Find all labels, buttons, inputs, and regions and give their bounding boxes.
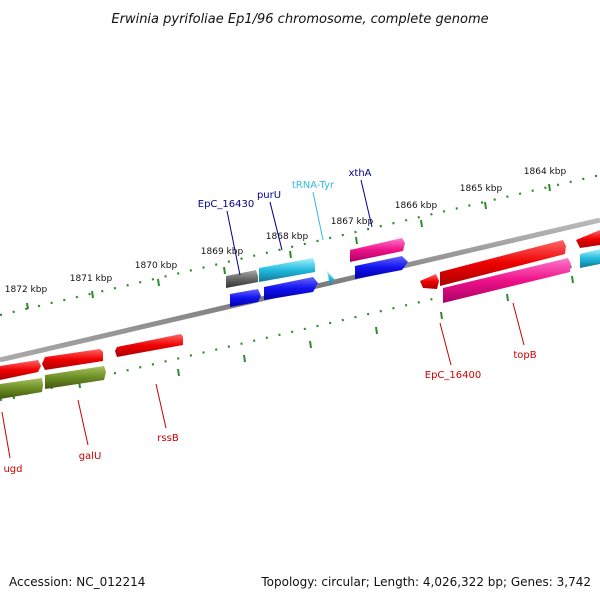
gene-bar[interactable] (230, 289, 261, 307)
tick-mark (91, 290, 94, 299)
leader-lines (1, 179, 525, 459)
gene-label-ugd: ugd (3, 464, 22, 475)
gene-bar[interactable] (0, 378, 43, 399)
gene-label-rssb: rssB (157, 433, 179, 444)
tick-label: 1867 kbp (331, 217, 374, 227)
tick-label: 1866 kbp (395, 201, 438, 211)
gene-features (0, 230, 600, 399)
gene-bar[interactable] (576, 230, 600, 248)
gene-bar[interactable] (0, 360, 41, 380)
gene-bar[interactable] (350, 238, 405, 262)
gene-label-epc16400: EpC_16400 (425, 370, 481, 381)
gene-label-epc16430: EpC_16430 (198, 199, 254, 210)
gene-bar[interactable] (327, 271, 334, 286)
tick-mark (177, 368, 180, 377)
tick-label: 1869 kbp (201, 247, 244, 257)
gene-label-xtha: xthA (348, 168, 371, 179)
tick-mark (243, 354, 246, 363)
tick-mark (484, 201, 487, 210)
tick-mark (571, 275, 574, 284)
leader-line (439, 322, 452, 366)
gene-label-galu: galU (79, 451, 102, 462)
tick-mark (548, 183, 551, 192)
tick-mark (506, 293, 509, 302)
tick-label: 1871 kbp (70, 274, 113, 284)
tick-mark (289, 250, 292, 259)
ruler-tick-labels: 1872 kbp 1871 kbp 1870 kbp 1869 kbp 1868… (5, 167, 567, 295)
gene-bar[interactable] (264, 277, 318, 300)
leader-line (360, 179, 373, 228)
gene-bar[interactable] (115, 334, 183, 357)
tick-label: 1864 kbp (524, 167, 567, 177)
gene-label-topb: topB (513, 350, 536, 361)
map-title: Erwinia pyrifoliae Ep1/96 chromosome, co… (111, 12, 488, 27)
leader-line (155, 383, 167, 429)
gene-labels: EpC_16430 purU tRNA-Tyr xthA EpC_16400 t… (3, 168, 536, 475)
tick-mark (309, 340, 312, 349)
leader-line (312, 191, 324, 241)
gene-bar[interactable] (259, 258, 315, 282)
leader-line (269, 201, 283, 251)
gene-bar[interactable] (420, 274, 439, 289)
tick-label: 1870 kbp (135, 261, 178, 271)
gene-bar[interactable] (580, 249, 600, 268)
accession-text: Accession: NC_012214 (9, 575, 145, 589)
tick-mark (223, 266, 226, 275)
leader-line (1, 411, 11, 459)
gene-label-puru: purU (257, 190, 281, 201)
gene-bar[interactable] (45, 366, 106, 389)
tick-mark (420, 219, 423, 228)
tick-mark (375, 326, 378, 335)
topology-summary-text: Topology: circular; Length: 4,026,322 bp… (260, 575, 591, 589)
outer-major-ticks (26, 183, 551, 310)
gene-bar[interactable] (443, 258, 571, 303)
gene-bar[interactable] (355, 256, 408, 279)
tick-mark (26, 302, 29, 310)
leader-line (226, 210, 241, 276)
tick-mark (157, 278, 160, 287)
tick-mark (440, 311, 443, 320)
tick-label: 1872 kbp (5, 285, 48, 295)
tick-label: 1868 kbp (266, 232, 309, 242)
leader-line (77, 399, 89, 446)
gene-bar[interactable] (42, 349, 103, 370)
gene-bar[interactable] (226, 270, 258, 288)
gene-label-trna-tyr: tRNA-Tyr (292, 180, 335, 191)
gene-bar[interactable] (440, 240, 566, 286)
leader-line (512, 302, 525, 346)
tick-mark (355, 236, 358, 245)
tick-label: 1865 kbp (460, 184, 503, 194)
